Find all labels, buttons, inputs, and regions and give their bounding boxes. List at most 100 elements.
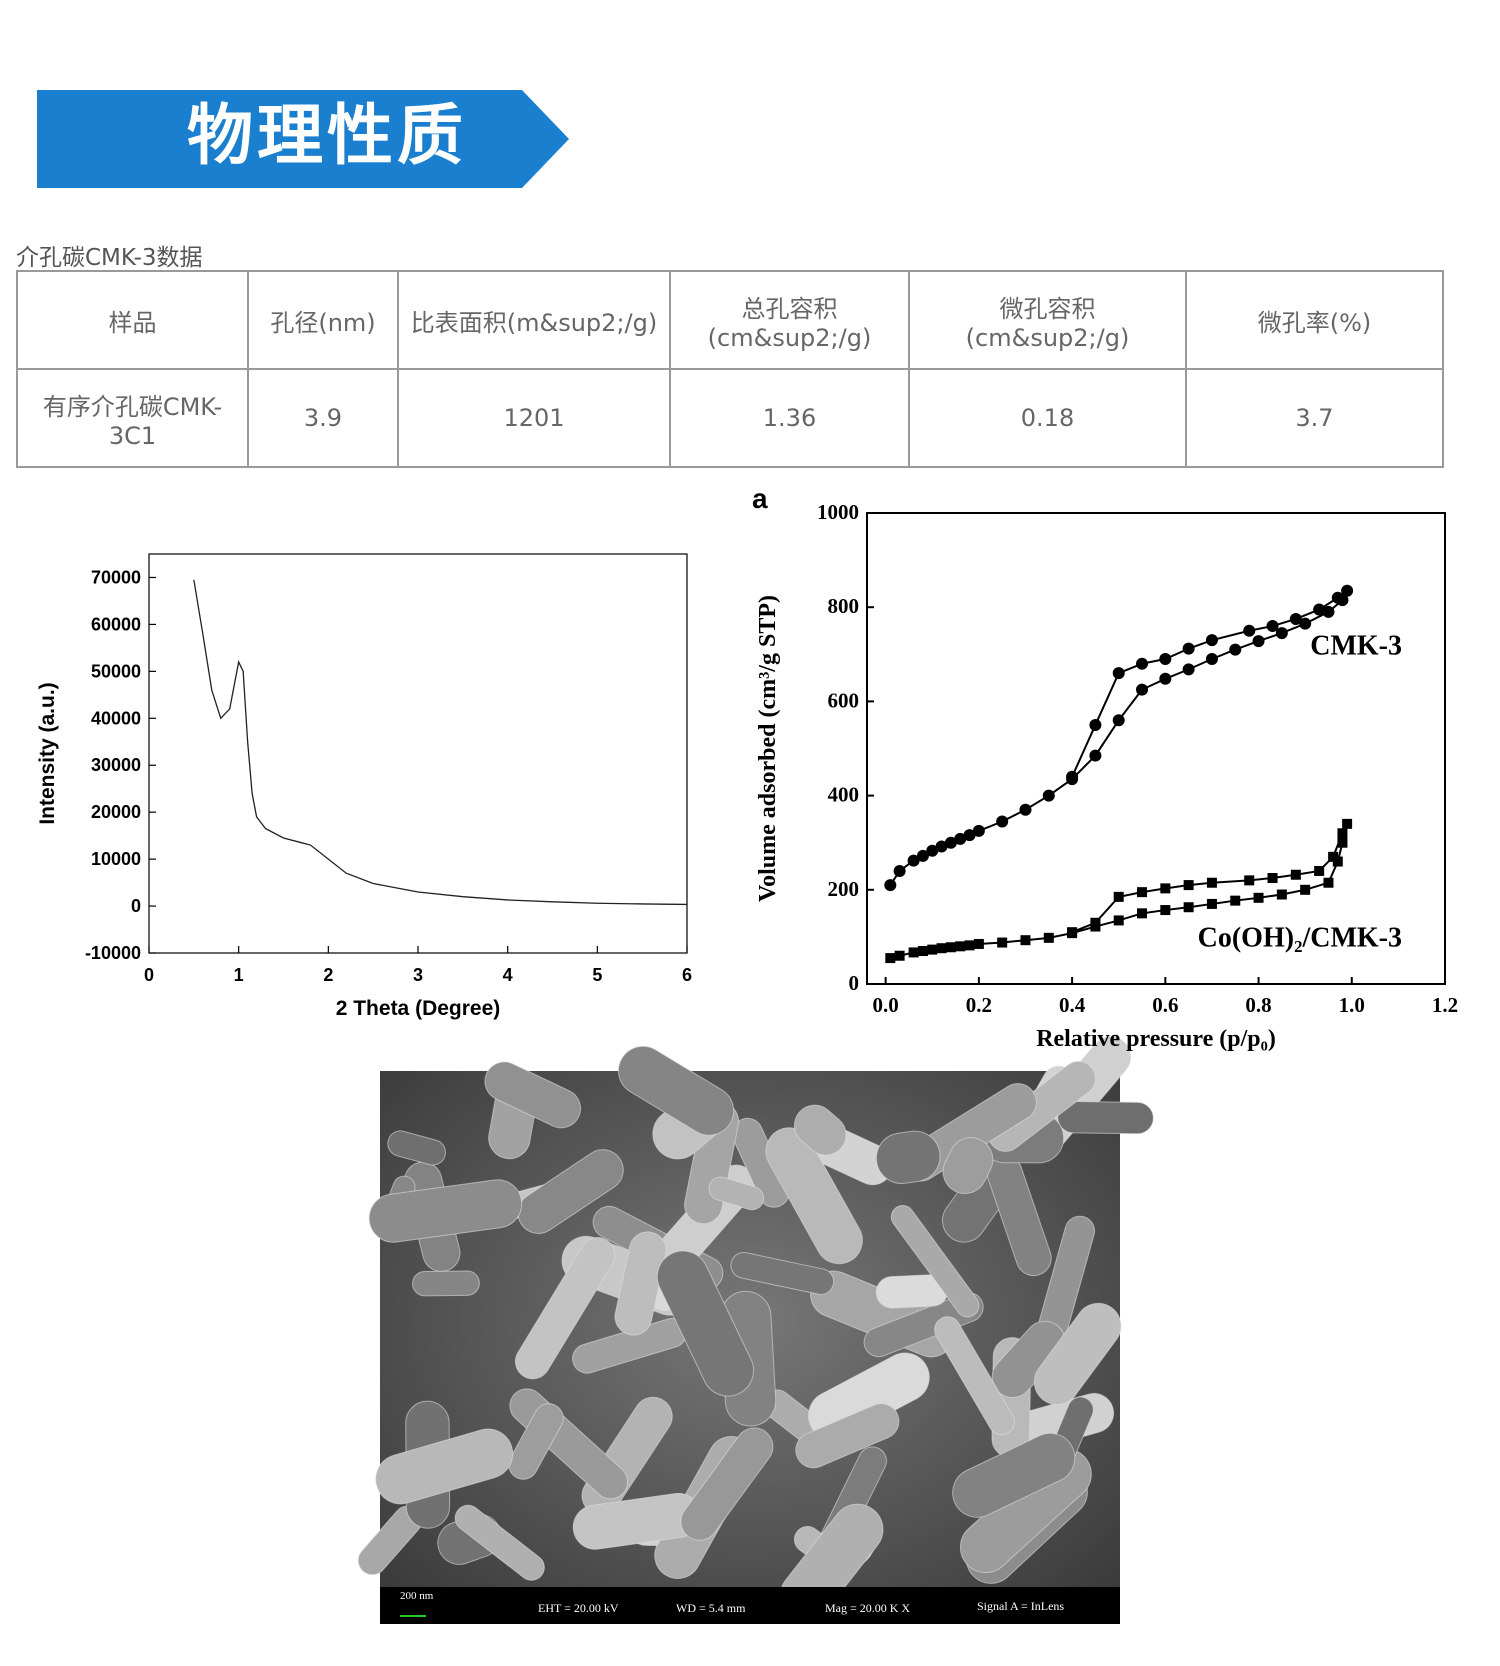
x-tick-label: 5 (592, 965, 602, 985)
data-point (916, 849, 929, 862)
data-point (1337, 837, 1348, 848)
sem-scale: 200 nm (400, 1590, 434, 1602)
sem-particle (517, 1149, 624, 1234)
sem-particle (508, 1403, 564, 1480)
data-point (1253, 892, 1264, 903)
data-point (1160, 905, 1171, 916)
data-point (1267, 873, 1278, 884)
data-point (1183, 880, 1194, 891)
y-tick-label: 40000 (91, 708, 141, 728)
data-point (997, 937, 1008, 948)
sem-particle (730, 1252, 835, 1295)
x-tick-label: 1.2 (1432, 993, 1458, 1017)
sem-particle (454, 1504, 545, 1581)
sem-particle (614, 1231, 667, 1336)
data-point (1137, 887, 1148, 898)
x-axis-label: 2 Theta (Degree) (336, 997, 501, 1020)
y-tick-label: 30000 (91, 755, 141, 775)
sem-particle (368, 1179, 523, 1243)
data-point (1043, 932, 1054, 943)
data-point (1290, 869, 1301, 880)
data-point (1159, 672, 1172, 685)
data-point (1066, 770, 1079, 783)
data-point (936, 943, 947, 954)
sem-image: 200 nm EHT = 20.00 kV WD = 5.4 mm Mag = … (357, 1036, 1154, 1624)
data-point (972, 824, 985, 837)
sem-signal: Signal A = InLens (977, 1599, 1064, 1613)
data-point (1243, 624, 1256, 637)
plot-frame (148, 553, 688, 954)
sem-particle (708, 1176, 765, 1211)
data-point (1113, 915, 1124, 926)
data-point (1113, 891, 1124, 902)
x-tick-label: 3 (413, 965, 423, 985)
y-tick-label: 200 (828, 877, 860, 901)
data-point (1341, 584, 1354, 597)
data-point (1337, 828, 1348, 839)
sem-particle (412, 1270, 480, 1297)
data-point (1205, 653, 1218, 666)
y-tick-label: 60000 (91, 614, 141, 634)
x-tick-label: 0.4 (1059, 993, 1086, 1017)
data-point (1322, 605, 1335, 618)
data-point (893, 864, 906, 877)
sem-particle (793, 1104, 847, 1156)
data-point (1112, 667, 1125, 680)
y-tick-label: 20000 (91, 802, 141, 822)
data-point (996, 815, 1009, 828)
data-point (1206, 877, 1217, 888)
data-point (926, 844, 939, 857)
data-point (964, 940, 975, 951)
sem-eht: EHT = 20.00 kV (538, 1601, 619, 1615)
x-tick-label: 1.0 (1339, 993, 1365, 1017)
y-tick-label: -10000 (85, 943, 141, 963)
table-cell: 样品 (16, 270, 249, 370)
data-point (884, 879, 897, 892)
sem-particle (875, 1130, 941, 1184)
sem-info-bar (380, 1587, 1120, 1624)
data-point (1328, 851, 1339, 862)
sem-particle (656, 1250, 755, 1397)
table-cell: 3.7 (1185, 368, 1444, 468)
data-point (917, 946, 928, 957)
x-tick-label: 1 (234, 965, 244, 985)
data-point (1229, 643, 1242, 656)
plot-frame (866, 512, 1446, 985)
x-tick-label: 0 (144, 965, 154, 985)
data-point (1244, 875, 1255, 886)
data-point (1205, 634, 1218, 647)
data-point (1230, 895, 1241, 906)
sem-particle (1033, 1302, 1122, 1405)
data-point (1067, 927, 1078, 938)
y-tick-label: 10000 (91, 849, 141, 869)
data-point (935, 840, 948, 853)
sem-particle (1057, 1100, 1154, 1135)
sem-particle (387, 1130, 446, 1166)
data-point (908, 947, 919, 958)
data-point (1183, 902, 1194, 913)
data-point (1275, 627, 1288, 640)
x-tick-label: 0.6 (1152, 993, 1178, 1017)
y-tick-label: 600 (828, 688, 860, 712)
data-point (1089, 749, 1102, 762)
sem-particle (952, 1432, 1076, 1518)
y-tick-label: 50000 (91, 661, 141, 681)
data-point (1289, 612, 1302, 625)
sem-particle (375, 1428, 514, 1505)
data-point (927, 944, 938, 955)
data-point (1159, 653, 1172, 666)
data-point (1252, 635, 1265, 648)
series-line (193, 579, 688, 906)
table-cell: 微孔容积 (cm&sup2;/g) (908, 270, 1187, 370)
table-caption: 介孔碳CMK-3数据 (16, 245, 203, 271)
data-point (1266, 620, 1279, 633)
data-point (894, 950, 905, 961)
data-point (1182, 663, 1195, 676)
data-table: 样品 孔径(nm) 比表面积(m&sup2;/g) 总孔容积 (cm&sup2;/g)… (16, 270, 1444, 468)
data-point (1137, 908, 1148, 919)
data-point (1314, 865, 1325, 876)
sem-particle (765, 1127, 863, 1265)
series-label: Co(OH)₂/CMK-3 (1198, 922, 1402, 953)
